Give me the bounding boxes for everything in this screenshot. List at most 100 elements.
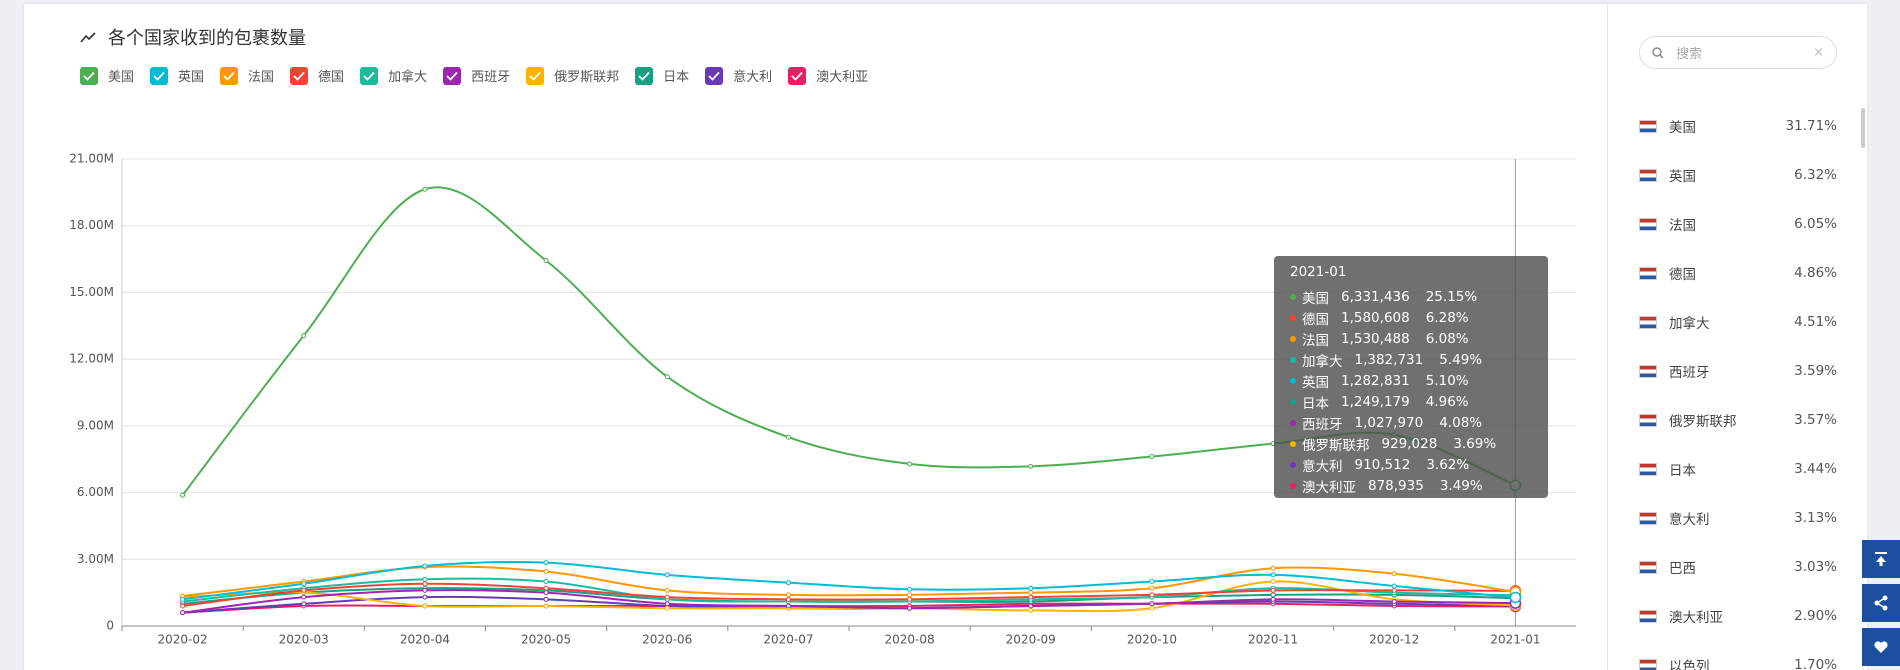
legend-checkbox[interactable] [705,66,724,85]
legend-item[interactable]: 日本 [635,66,689,85]
flag-icon [1639,168,1657,182]
country-item[interactable]: 德国 4.86% [1639,263,1837,283]
series-line [182,582,1516,607]
country-item[interactable]: 以色列 1.70% [1639,655,1837,670]
country-share: 3.13% [1794,510,1837,526]
legend-checkbox[interactable] [443,66,462,85]
legend-item[interactable]: 俄罗斯联邦 [526,66,619,85]
legend-item[interactable]: 英国 [150,66,204,85]
country-item[interactable]: 意大利 3.13% [1639,508,1837,528]
country-name: 美国 [1669,120,1696,136]
data-point [664,601,670,607]
tooltip-share: 5.10% [1425,372,1469,389]
data-point [1270,592,1276,598]
legend-item[interactable]: 西班牙 [443,66,510,85]
country-share: 3.03% [1794,559,1837,575]
tooltip-value: 1,027,970 [1354,414,1424,431]
tooltip-dot [1290,440,1296,447]
series-line [182,577,1516,603]
legend-item[interactable]: 法国 [220,66,274,85]
data-point [301,594,307,600]
legend-item[interactable]: 美国 [80,66,134,85]
tooltip-share: 3.69% [1453,435,1497,452]
x-tick-label: 2020-10 [1127,633,1177,647]
share-button[interactable] [1862,584,1900,622]
country-item[interactable]: 加拿大 4.51% [1639,312,1837,332]
flag-icon [1639,413,1657,427]
legend-checkbox[interactable] [788,66,807,85]
data-point [1509,591,1522,604]
legend-label: 日本 [663,70,690,85]
country-item[interactable]: 美国 31.71% [1639,116,1837,136]
legend-label: 加拿大 [388,70,428,85]
country-share: 6.32% [1794,167,1837,183]
data-point [1149,601,1155,607]
data-point [543,596,549,602]
flag-icon [1639,609,1657,623]
flag-icon [1639,266,1657,280]
country-item[interactable]: 法国 6.05% [1639,214,1837,234]
favorite-button[interactable] [1862,628,1900,666]
tooltip-row: 日本 1,249,179 4.96% [1290,391,1548,412]
country-item[interactable]: 巴西 3.03% [1639,557,1837,577]
country-item[interactable]: 日本 3.44% [1639,459,1837,479]
legend-checkbox[interactable] [635,66,654,85]
country-name: 英国 [1669,169,1696,185]
flag-icon [1639,658,1657,670]
data-point [422,186,428,192]
tooltip-dot [1290,419,1296,426]
country-name: 西班牙 [1669,365,1710,381]
legend-checkbox[interactable] [290,66,309,85]
country-share: 3.57% [1794,412,1837,428]
flag-icon [1639,462,1657,476]
tooltip-row: 英国 1,282,831 5.10% [1290,370,1548,391]
chart-card: 0 3.00M 6.00M 9.00M 12.00M 15.00M 18.00M 21.00M… [24,4,1866,670]
tooltip-value: 1,282,831 [1341,372,1410,389]
country-item[interactable]: 俄罗斯联邦 3.57% [1639,410,1837,430]
sidebar: 搜索 × 美国 31.71% 英国 6.32% 法国 6.05% 德国 4.86% 加拿大 4.5… [1607,4,1867,670]
data-point [785,580,791,586]
x-tick-label: 2020-05 [521,633,571,647]
data-point [180,610,186,616]
data-point [1149,585,1155,591]
tooltip-name: 德国 [1302,311,1329,328]
tooltip-dot [1290,335,1296,342]
country-item[interactable]: 西班牙 3.59% [1639,361,1837,381]
series-line [182,561,1516,601]
country-item[interactable]: 澳大利亚 2.90% [1639,606,1837,626]
data-point [1028,463,1034,469]
search-placeholder: 搜索 [1676,47,1703,62]
country-share: 1.70% [1794,657,1837,670]
check-icon [83,71,95,81]
legend-item[interactable]: 意大利 [705,66,772,85]
country-share: 3.59% [1794,363,1837,379]
legend-checkbox[interactable] [80,66,98,85]
country-name: 日本 [1669,463,1696,479]
legend-item[interactable]: 澳大利亚 [788,66,868,85]
clear-icon[interactable]: × [1813,45,1824,60]
country-item[interactable]: 英国 6.32% [1639,165,1837,185]
data-point [785,592,791,598]
data-point [1149,592,1155,598]
y-tick-label: 0 [106,619,114,633]
legend-item[interactable]: 德国 [290,66,344,85]
data-point [422,587,428,593]
legend-item[interactable]: 加拿大 [360,66,427,85]
tooltip-name: 俄罗斯联邦 [1302,437,1370,454]
tooltip-value: 929,028 [1381,435,1438,452]
top-icon [1875,552,1887,566]
back-to-top-button[interactable] [1862,540,1900,578]
search-box[interactable]: 搜索 × [1639,36,1837,69]
scrollbar[interactable] [1861,108,1865,148]
data-point [180,596,186,602]
legend-checkbox[interactable] [526,66,545,85]
legend-checkbox[interactable] [220,66,239,85]
legend-checkbox[interactable] [360,66,379,85]
data-point [1270,579,1276,585]
country-share: 4.86% [1794,265,1837,281]
legend-checkbox[interactable] [150,66,169,85]
data-point [1149,605,1155,611]
tooltip-row: 澳大利亚 878,935 3.49% [1290,475,1548,496]
country-name: 法国 [1669,218,1696,234]
data-point [1391,571,1397,577]
